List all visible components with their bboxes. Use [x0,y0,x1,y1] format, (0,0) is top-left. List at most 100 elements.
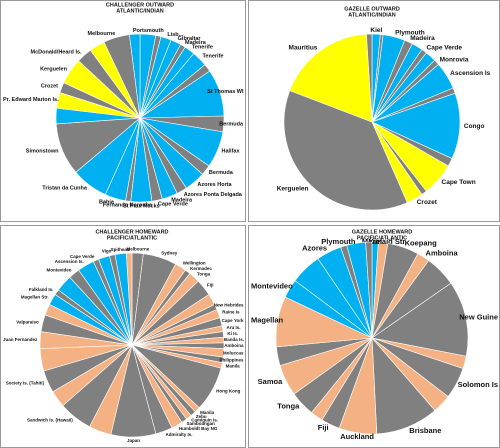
slice-label: Plymouth [395,30,425,37]
slice-label: Spithead [111,247,130,252]
slice-label: Melbourne [127,246,150,251]
chart-subtitle: ATLANTIC/INDIAN [348,12,396,18]
slice-label: Madeira [410,35,435,42]
slice-label: Gibraltar [178,36,202,42]
slice-label: Amboina [224,343,244,348]
slice-label: Kermadec [190,266,212,271]
slice-label: Banda Is. [224,337,244,342]
slice-label: Samboangan [186,421,215,426]
slice-label: Kiel [370,27,382,34]
slice-label: Sydney [161,251,178,256]
chart-title: CHALLENGER HOMEWARD [95,229,168,235]
slice-label: Mauritius [289,45,318,52]
slice-label: Cape Verde [427,45,463,52]
slice-label: Solomon Is [458,380,498,389]
pie-slice [289,33,373,123]
slice-label: Zebu [196,414,207,419]
pie-slice [125,252,133,346]
slice-label: St Paul Rocks [123,203,160,209]
chart-title: CHALLENGER OUTWARD [106,2,174,8]
slice-label: Japan [127,438,140,443]
slice-label: Manila [200,410,215,415]
slice-label: Samoa [258,377,283,386]
slice-label: Azores Horta [197,182,232,188]
slice-label: Crozet [417,199,438,206]
chart-title: GAZELLE OUTWARD [344,6,400,12]
slice-label: St Thomas WI [207,89,244,95]
pie-slice [283,90,408,211]
slice-label: Brisbane [409,426,441,435]
slice-label: Kiel [368,237,382,246]
slice-label: Bahia [99,200,115,206]
slice-label: Valparaiso [16,319,39,324]
slice-label: Ki Is. [227,331,238,336]
slice-label: Montevideo [47,268,72,273]
slice-label: Camiguin Is. [191,418,218,423]
slice-label: Crozet [41,84,58,90]
slice-label: Halifax [221,149,240,155]
slice-label: Tenerife [202,53,223,59]
slice-label: Falkland Is. [29,287,54,292]
slice-label: Philippines [219,358,244,363]
slice-label: Tenerife [192,44,213,50]
chart-subtitle: PACIFIC/ATLANTIC [107,235,157,241]
slice-label: Madeira [171,198,193,204]
slice-label: Koepang [405,238,438,247]
slice-label: Tonga [197,271,211,276]
pie-slice [365,241,373,339]
slice-label: Azores Ponta Delgada [184,192,243,198]
slice-label: Cape Verde [70,254,95,259]
slice-label: Melbourne [88,31,116,37]
slice-label: Manila [226,364,241,369]
slice-label: Juan Fernandez [3,337,38,342]
pie-slice [129,33,141,119]
slice-label: Kerguelen [40,66,68,72]
slice-label: Tonga [277,402,300,411]
slice-label: Fiji [318,423,329,432]
slice-label: Bermuda [209,170,234,176]
slice-label: Pr. Edward Marion Is. [3,97,59,103]
slice-label: Madeira [185,40,207,46]
slice-label: Sandwich Is. (Hawaii) [27,418,73,423]
slice-label: Congo [464,123,485,130]
slice-label: McDonald/Heard Is. [31,50,83,56]
slice-label: Ascension Is. [55,259,84,264]
slice-label: Lisb... [167,32,183,38]
pie-slice [366,33,373,123]
slice-label: Azores [302,244,327,253]
slice-label: Amboina [426,249,459,258]
slice-label: New Hebrides [214,303,244,308]
slice-label: Kerguelen [277,185,309,192]
pie-slice [371,282,469,357]
slice-label: Fiji [207,282,214,287]
slice-label: Humboldt Bay NG [179,426,218,431]
slice-label: Magellan [251,316,284,325]
chart-subtitle: ATLANTIC/INDIAN [116,8,164,14]
slice-label: Fernando Noronha [103,203,153,209]
slice-label: Cape Verde [158,202,188,208]
slice-label: Plymouth [321,237,356,246]
slice-label: Magellan Str. [21,295,49,300]
chart-subtitle: PACIFIC/ATLANTIC [357,235,407,241]
slice-label: Cape York [222,318,244,323]
slice-label: Vigo [102,248,112,253]
slice-label: New Guine [459,312,498,321]
slice-label: Mermaid Str [362,237,405,246]
panel-frame [0,0,246,222]
slice-label: Monrovia [440,56,469,63]
slice-label: Bermuda [219,122,244,128]
slice-label: Hong Kong [216,388,240,393]
slice-label: Moluccas [223,350,244,355]
slice-label: Aru Is. [226,325,240,330]
slice-label: Tristan da Cunha [42,186,88,192]
slice-label: Montevideo [251,282,293,291]
slice-label: Cape Town [442,179,476,186]
chart-title: GAZELLE HOMEWARD [352,229,413,235]
slice-label: Ascension Is [450,70,490,77]
slice-label: Society Is. (Tahiti) [6,380,45,385]
slice-label: Auckland [340,432,374,441]
slice-label: Wellington [183,261,206,266]
slice-label: Simonstown [26,149,59,155]
slice-label: Raine Is [222,309,240,314]
